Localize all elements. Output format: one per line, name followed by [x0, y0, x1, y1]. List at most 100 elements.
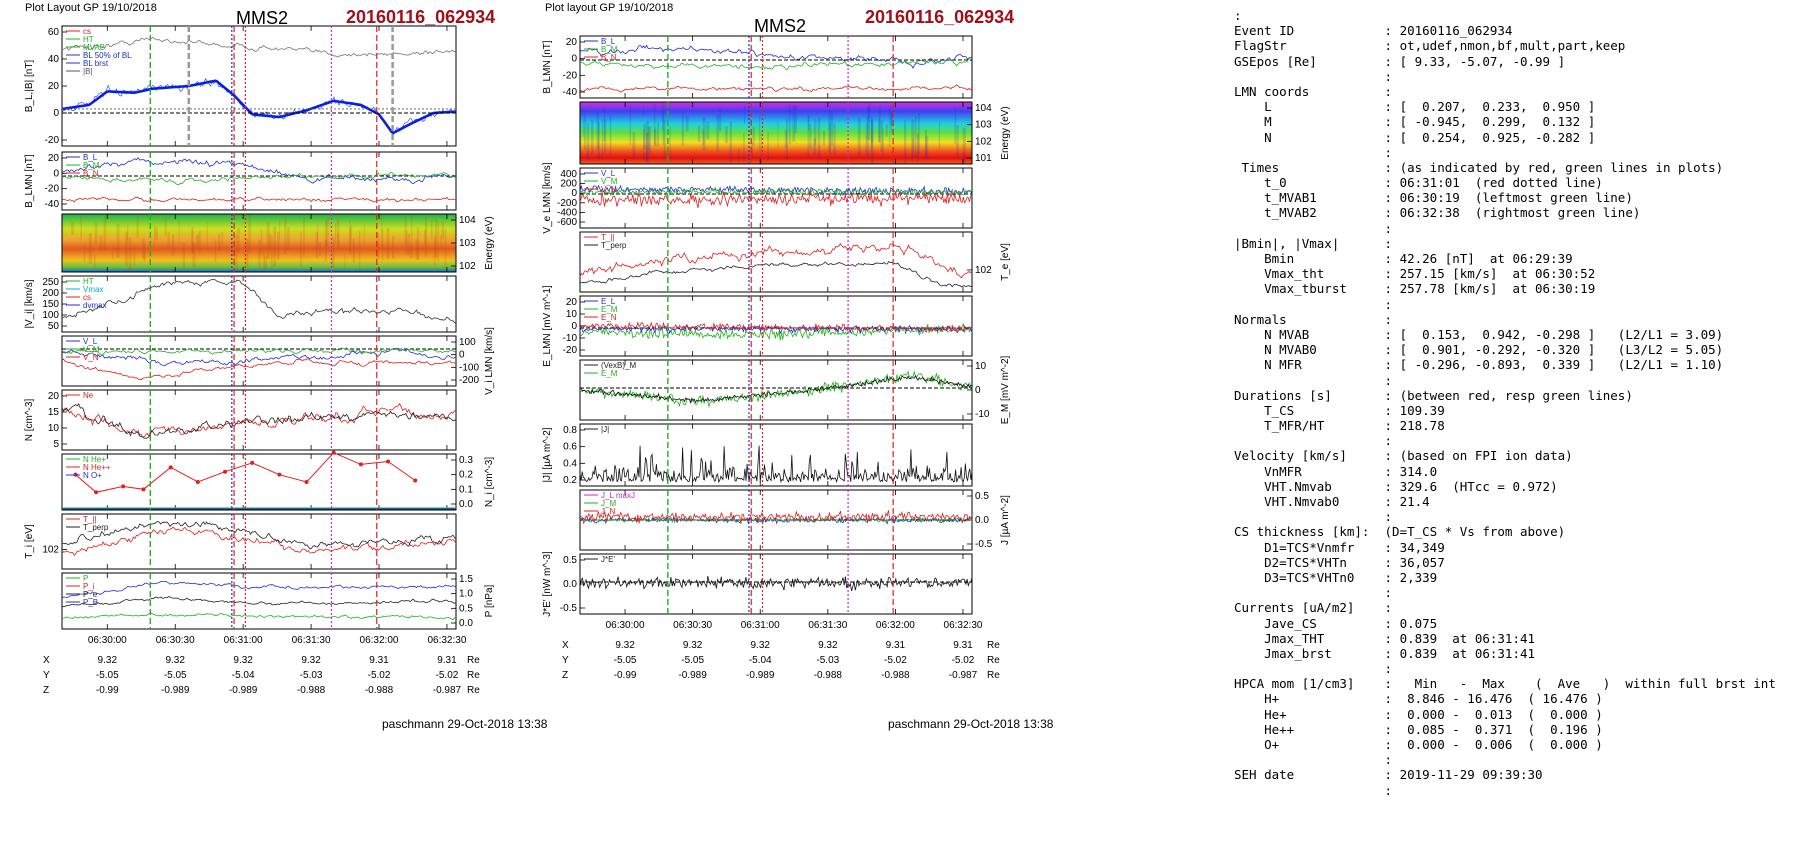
y-tick-label: 0	[975, 385, 981, 396]
series-line	[579, 190, 973, 209]
y-tick-label: 0	[571, 188, 577, 199]
data-point	[223, 469, 228, 474]
spectrogram-texture	[273, 227, 277, 267]
spectrogram-texture	[662, 102, 665, 146]
panel: 20 0 -20 -40 B_LMN [nT] B_LB_MB_N	[24, 151, 457, 211]
data-point	[168, 465, 173, 470]
y-tick-label: 102	[975, 136, 992, 147]
time-tick-label: 06:32:30	[427, 635, 466, 646]
spectrogram-texture	[597, 121, 600, 161]
spectrogram-texture	[142, 238, 145, 259]
summary-line: He++ : 0.085 - 0.371 ( 0.196 )	[1234, 721, 1603, 737]
y-tick-label: 1.0	[459, 589, 473, 600]
spectrogram-texture	[632, 132, 636, 159]
spectrogram-texture	[794, 105, 797, 133]
position-value: -5.03	[300, 670, 323, 681]
y-tick-label: 250	[42, 277, 59, 288]
summary-line: t_MVAB1 : 06:30:19 (leftmost green line)	[1234, 190, 1633, 206]
y-tick-label: -40	[45, 199, 60, 210]
position-value: -5.04	[232, 670, 255, 681]
legend-label: |B|	[83, 67, 93, 76]
spectrogram-texture	[583, 110, 586, 137]
spectrogram-texture	[444, 228, 447, 268]
spectrogram-texture	[817, 117, 821, 160]
legend-label: T_perp	[601, 241, 627, 250]
series-line	[61, 526, 457, 557]
summary-line: O+ : 0.000 - 0.006 ( 0.000 )	[1234, 737, 1603, 752]
panel: 102 T_e [eV] T_||T_perp	[579, 231, 1011, 293]
time-tick-label: 06:32:00	[360, 635, 399, 646]
panel-frame	[579, 553, 973, 615]
summary-line: :	[1234, 661, 1393, 677]
summary-line: Jave_CS : 0.075	[1234, 615, 1438, 631]
series-line	[61, 347, 457, 355]
spectrogram-texture	[743, 133, 745, 161]
summary-line: Vmax_tht : 257.15 [km/s] at 06:30:52	[1234, 266, 1596, 282]
spectrogram-texture	[808, 116, 810, 131]
y-axis-label: T_i [eV]	[24, 524, 35, 559]
spectrogram-texture	[126, 224, 129, 242]
legend-label: N He+	[83, 455, 106, 464]
summary-line: :	[1234, 433, 1393, 449]
summary-line: :	[1234, 220, 1393, 236]
series-line	[61, 196, 457, 203]
spectrogram-texture	[266, 221, 270, 259]
time-tick-label: 06:31:00	[741, 620, 780, 631]
spectrogram-texture	[661, 110, 664, 131]
y-tick-label: 0.2	[459, 470, 473, 481]
summary-line: t_0 : 06:31:01 (red dotted line)	[1234, 175, 1603, 191]
data-point	[358, 462, 363, 467]
panel-frame	[579, 35, 973, 99]
position-value: -5.03	[816, 655, 839, 666]
y-tick-label: -100	[459, 362, 479, 373]
position-value: -0.988	[814, 670, 843, 681]
panel-frame	[579, 231, 973, 293]
spectrogram-texture	[878, 106, 881, 143]
time-tick-label: 06:31:30	[808, 620, 847, 631]
position-value: -0.988	[881, 670, 910, 681]
spectrogram-texture	[868, 102, 871, 118]
legend-label: P_i	[83, 582, 95, 591]
spectrogram-texture	[877, 118, 880, 143]
y-tick-label: 102	[42, 545, 59, 556]
spectrogram-texture	[882, 127, 884, 158]
y-tick-label: -10	[563, 333, 578, 344]
spectrogram-texture	[702, 129, 705, 145]
summary-line: VHT.Nmvab : 329.6 (HTcc = 0.972)	[1234, 478, 1558, 494]
legend-label: HT	[83, 35, 94, 44]
position-value: -5.05	[164, 670, 187, 681]
y-tick-label: 0.8	[563, 425, 577, 436]
spectrogram-texture	[822, 130, 826, 145]
spectrogram-texture	[171, 234, 175, 256]
y-axis-label: B_LMN [nT]	[542, 40, 553, 94]
summary-line: VHT.Nmvab0 : 21.4	[1234, 494, 1430, 509]
panel: 102 T_i [eV] T_||T_perp	[24, 513, 457, 570]
spectrogram-texture	[785, 119, 788, 161]
legend-label: |J|	[601, 425, 609, 434]
y-axis-label: E_M [mV m^-2]	[1000, 355, 1011, 424]
spectrogram-texture	[198, 231, 201, 253]
spectrogram-texture	[807, 114, 810, 158]
spectrogram-texture	[653, 103, 656, 145]
y-tick-label: -40	[563, 87, 578, 98]
position-value: -0.989	[161, 685, 190, 696]
spectrogram-texture	[236, 233, 238, 272]
spectrogram-texture	[870, 115, 873, 151]
spectrogram-texture	[143, 244, 146, 262]
y-axis-label: V_e LMN [km/s]	[542, 162, 553, 233]
spectrogram-texture	[350, 225, 352, 241]
panel: 0.5 0.0 -0.5 J*E' [nW m^-3] J*E'	[542, 551, 973, 617]
summary-line: Durations [s] : (between red, resp green…	[1234, 387, 1633, 403]
y-axis-label: P [nPa]	[484, 584, 495, 617]
y-axis-label: Energy (eV)	[484, 216, 495, 269]
panel-frame	[61, 513, 457, 570]
series-line	[61, 171, 457, 186]
y-tick-label: 10	[975, 361, 987, 372]
summary-line: T_MFR/HT : 218.78	[1234, 418, 1445, 434]
right-page-header: Plot layout GP 19/10/2018	[545, 2, 674, 14]
panel-frame	[579, 167, 973, 229]
spectrogram-texture	[248, 214, 252, 253]
panel: 0.3 0.2 0.1 0.0 N_i [cm^-3] N He+N He++N O+	[61, 450, 495, 511]
legend-label: B_L	[83, 153, 98, 162]
